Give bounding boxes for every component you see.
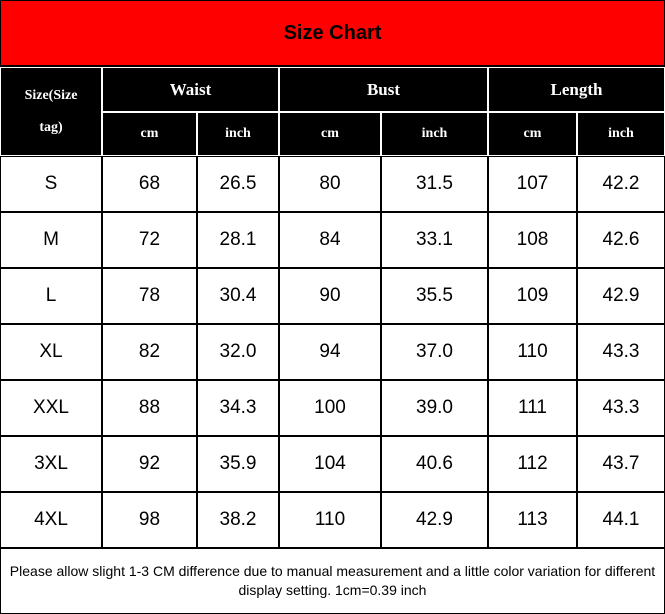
value-cell: 26.5 (197, 156, 279, 212)
value-cell: 84 (279, 212, 381, 268)
value-cell: 28.1 (197, 212, 279, 268)
value-cell: 43.7 (577, 436, 665, 492)
value-cell: 44.1 (577, 492, 665, 548)
unit-header: inch (197, 112, 279, 156)
value-cell: 104 (279, 436, 381, 492)
size-cell: L (0, 268, 102, 324)
value-cell: 37.0 (381, 324, 488, 380)
value-cell: 98 (102, 492, 197, 548)
group-header: Length (488, 67, 665, 112)
value-cell: 33.1 (381, 212, 488, 268)
value-cell: 42.9 (577, 268, 665, 324)
size-cell: M (0, 212, 102, 268)
value-cell: 108 (488, 212, 577, 268)
value-cell: 42.6 (577, 212, 665, 268)
value-cell: 92 (102, 436, 197, 492)
value-cell: 109 (488, 268, 577, 324)
value-cell: 80 (279, 156, 381, 212)
value-cell: 78 (102, 268, 197, 324)
value-cell: 32.0 (197, 324, 279, 380)
footer-note: Please allow slight 1-3 CM difference du… (0, 548, 665, 614)
value-cell: 110 (488, 324, 577, 380)
value-cell: 68 (102, 156, 197, 212)
value-cell: 112 (488, 436, 577, 492)
size-cell: 3XL (0, 436, 102, 492)
value-cell: 111 (488, 380, 577, 436)
value-cell: 42.9 (381, 492, 488, 548)
value-cell: 43.3 (577, 380, 665, 436)
value-cell: 82 (102, 324, 197, 380)
value-cell: 90 (279, 268, 381, 324)
value-cell: 43.3 (577, 324, 665, 380)
value-cell: 72 (102, 212, 197, 268)
size-cell: S (0, 156, 102, 212)
size-cell: XL (0, 324, 102, 380)
size-cell: 4XL (0, 492, 102, 548)
value-cell: 107 (488, 156, 577, 212)
value-cell: 35.5 (381, 268, 488, 324)
group-header: Waist (102, 67, 279, 112)
value-cell: 38.2 (197, 492, 279, 548)
value-cell: 34.3 (197, 380, 279, 436)
value-cell: 40.6 (381, 436, 488, 492)
unit-header: cm (279, 112, 381, 156)
value-cell: 88 (102, 380, 197, 436)
size-cell: XXL (0, 380, 102, 436)
unit-header: inch (381, 112, 488, 156)
group-header: Bust (279, 67, 488, 112)
value-cell: 100 (279, 380, 381, 436)
value-cell: 30.4 (197, 268, 279, 324)
value-cell: 94 (279, 324, 381, 380)
unit-header: cm (488, 112, 577, 156)
chart-title: Size Chart (0, 0, 665, 67)
value-cell: 31.5 (381, 156, 488, 212)
value-cell: 39.0 (381, 380, 488, 436)
value-cell: 35.9 (197, 436, 279, 492)
value-cell: 42.2 (577, 156, 665, 212)
value-cell: 113 (488, 492, 577, 548)
unit-header: inch (577, 112, 665, 156)
unit-header: cm (102, 112, 197, 156)
size-header: Size(Size tag) (0, 67, 102, 156)
value-cell: 110 (279, 492, 381, 548)
